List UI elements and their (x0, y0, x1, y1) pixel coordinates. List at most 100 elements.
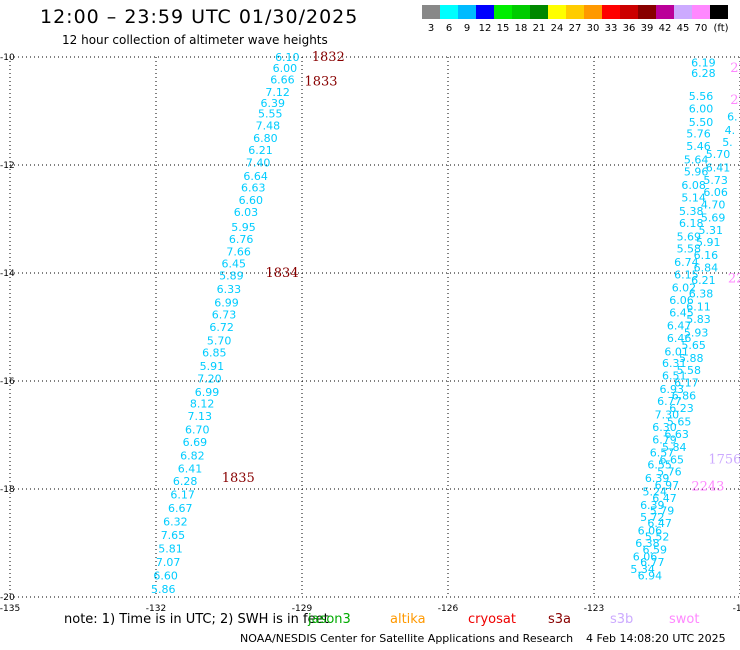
wave-height-value: 6.39 (260, 97, 285, 110)
wave-height-value: 7.48 (256, 120, 281, 133)
wave-height-value: 6.55 (647, 459, 672, 472)
wave-height-value: 4.70 (701, 198, 726, 211)
source-organization: NOAA/NESDIS Center for Satellite Applica… (240, 632, 574, 645)
colorbar-label: 39 (641, 23, 654, 34)
wave-height-value: 5.24 (643, 486, 668, 499)
wave-height-value: 6.39 (640, 499, 665, 512)
time-label: 22 (730, 61, 740, 76)
colorbar-swatch (710, 5, 728, 19)
chart-subtitle: 12 hour collection of altimeter wave hei… (62, 33, 328, 47)
wave-height-value: 5.76 (657, 466, 682, 479)
time-label: 2244 (728, 271, 740, 286)
wave-height-value: 6.38 (635, 537, 660, 550)
wave-height-value: 7.65 (161, 529, 186, 542)
colorbar-label: 24 (551, 23, 564, 34)
wave-height-value: 5.76 (686, 128, 711, 141)
time-label: 1835 (222, 471, 255, 486)
generated-timestamp: 4 Feb 14:08:20 UTC 2025 (586, 632, 726, 645)
wave-height-value: 7.07 (156, 556, 181, 569)
wave-height-value: 6.59 (643, 543, 668, 556)
wave-height-value: 5.86 (151, 583, 176, 596)
wave-height-value: 5.14 (681, 191, 706, 204)
colorbar-swatch (584, 5, 602, 19)
wave-height-value: 6.76 (229, 233, 254, 246)
wave-height-value: 7.13 (187, 410, 212, 423)
wave-height-value: 6.99 (214, 297, 239, 310)
wave-height-value: 7.66 (226, 245, 251, 258)
wave-height-value: 6.86 (672, 390, 697, 403)
wave-height-value: 5.88 (679, 352, 704, 365)
colorbar-swatch (692, 5, 710, 19)
colorbar-swatch (566, 5, 584, 19)
wave-height-value: 5.93 (684, 326, 709, 339)
wave-height-value: 5.52 (645, 531, 670, 544)
wave-height-value: 5.65 (667, 416, 692, 429)
colorbar-label: 30 (587, 23, 600, 34)
wave-height-value: 6.45 (222, 257, 247, 270)
colorbar-label: 12 (479, 23, 492, 34)
wave-height-value: 6.23 (669, 402, 694, 415)
wave-height-value: 5.73 (703, 174, 728, 187)
wave-height-value: 6.17 (170, 488, 195, 501)
colorbar-label: 70 (695, 23, 708, 34)
satellite-altika: altika (390, 612, 426, 627)
colorbar-label: 3 (428, 23, 434, 34)
satellite-swot: swot (669, 612, 700, 627)
wave-height-value: 6.60 (153, 569, 178, 582)
y-tick-label: -12 (0, 161, 15, 171)
wave-height-value: 6.93 (660, 383, 685, 396)
wave-height-value: 6.70 (185, 424, 210, 437)
colorbar-label: 9 (464, 23, 470, 34)
grid-lines (9, 56, 740, 598)
y-tick-label: -14 (0, 269, 15, 279)
wave-height-value: 5. (722, 136, 733, 149)
wave-height-value: 6.82 (180, 450, 205, 463)
x-tick-label: -129 (292, 604, 313, 614)
colorbar-label: 33 (605, 23, 618, 34)
wave-height-value: 6.41 (706, 162, 731, 175)
wave-height-value: 6.08 (681, 179, 706, 192)
time-label: 1756 (708, 452, 740, 467)
wave-height-value: 6.85 (202, 346, 227, 359)
wave-height-value: 7.12 (265, 86, 290, 99)
x-tick-label: -12 (733, 604, 740, 614)
wave-height-value: 6.77 (640, 556, 665, 569)
wave-height-value: 6.45 (669, 306, 694, 319)
wave-height-value: 5.55 (258, 108, 283, 121)
colorbar-swatch (602, 5, 620, 19)
wave-height-value: 7.20 (197, 372, 222, 385)
wave-height-value: 6.99 (195, 386, 220, 399)
wave-height-value: 6.69 (183, 436, 208, 449)
wave-height-value: 6.80 (253, 132, 278, 145)
wave-height-value: 6.66 (270, 74, 295, 87)
colorbar-label: 42 (659, 23, 672, 34)
wave-height-tracks: 6.106.006.667.126.395.557.486.806.217.40… (151, 51, 738, 596)
wave-height-value: 6.97 (655, 479, 680, 492)
y-tick-label: -20 (0, 593, 15, 603)
wave-height-value: 6.77 (657, 395, 682, 408)
satellite-s3b: s3b (610, 612, 634, 627)
wave-height-value: 6.74 (674, 256, 699, 269)
wave-height-value: 7.40 (246, 156, 271, 169)
wave-height-value: 8.12 (190, 398, 215, 411)
wave-height-value: 6.00 (273, 62, 298, 75)
colorbar-label: 36 (623, 23, 636, 34)
colorbar-label: 18 (515, 23, 528, 34)
colorbar-swatch (638, 5, 656, 19)
wave-height-value: 6.03 (234, 206, 259, 219)
wave-height-value: 5.58 (677, 364, 702, 377)
wave-height-value: 6.31 (662, 357, 687, 370)
wave-height-value: 6.63 (664, 428, 689, 441)
y-tick-label: -18 (0, 485, 15, 495)
chart-title: 12:00 – 23:59 UTC 01/30/2025 (40, 6, 359, 28)
wave-height-value: 6.47 (652, 492, 677, 505)
wave-height-value: 5.69 (677, 230, 702, 243)
colorbar-legend: 3 6 9 12 15 18 21 24 27 30 33 36 39 42 45 70 (ft) (422, 5, 729, 34)
wave-height-value: 6.47 (647, 517, 672, 530)
time-label: 22 (730, 93, 740, 108)
wave-height-value: 5.65 (681, 339, 706, 352)
wave-height-value: 5.50 (689, 116, 714, 129)
colorbar-label: 21 (533, 23, 546, 34)
colorbar-swatch (674, 5, 692, 19)
x-tick-label: -135 (0, 604, 20, 614)
